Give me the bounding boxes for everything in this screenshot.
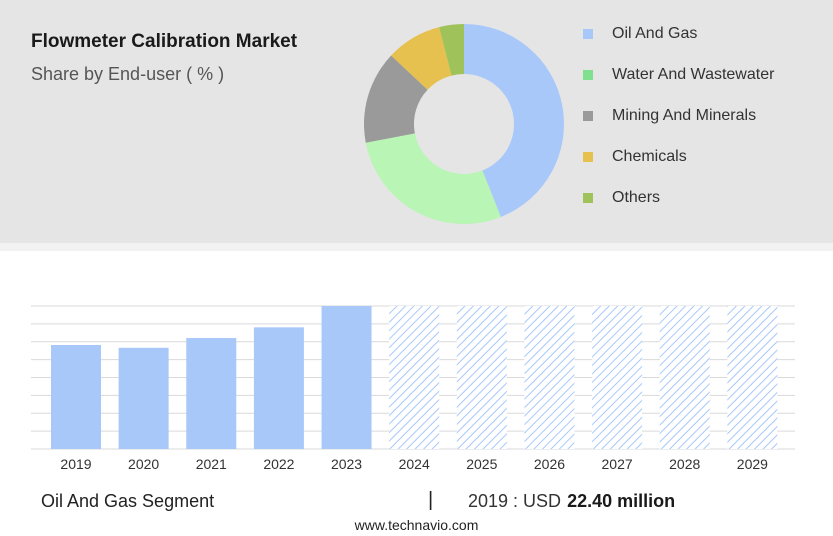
- forecast-bar-2029: [727, 306, 778, 449]
- bar-2022: [253, 327, 304, 449]
- forecast-bar-2027: [592, 306, 643, 449]
- legend-swatch: [583, 110, 593, 121]
- x-tick-label: 2027: [602, 456, 633, 472]
- x-tick-label: 2029: [737, 456, 768, 472]
- x-tick-label: 2019: [60, 456, 91, 472]
- website-link[interactable]: www.technavio.com: [354, 517, 479, 533]
- donut-slice-others: [439, 24, 464, 76]
- legend-item-oil-and-gas: Oil And Gas: [583, 13, 774, 54]
- legend-item-water-and-wastewater: Water And Wastewater: [583, 54, 774, 95]
- forecast-bar-2026: [524, 306, 575, 449]
- legend-label: Others: [612, 188, 661, 206]
- chart-title: Flowmeter Calibration Market: [31, 31, 298, 52]
- legend-label: Mining And Minerals: [612, 106, 757, 124]
- legend-label: Oil And Gas: [612, 24, 698, 42]
- legend-swatch: [583, 151, 593, 162]
- footer-separator: |: [428, 489, 434, 511]
- x-tick-label: 2026: [534, 456, 565, 472]
- legend-item-mining-and-minerals: Mining And Minerals: [583, 95, 774, 136]
- forecast-bar-2028: [659, 306, 710, 449]
- bar-2020: [118, 347, 169, 449]
- segment-value: 2019 : USD 22.40 million: [468, 491, 675, 512]
- donut-slice-water-and-wastewater: [365, 133, 501, 224]
- donut-slice-mining-and-minerals: [364, 55, 428, 143]
- legend: Oil And Gas Water And Wastewater Mining …: [583, 13, 774, 218]
- chart-subtitle: Share by End-user ( % ): [31, 64, 225, 84]
- x-tick-label: 2028: [669, 456, 700, 472]
- x-tick-label: 2020: [128, 456, 159, 472]
- donut-slice-chemicals: [391, 27, 452, 90]
- bar-2019: [51, 345, 101, 449]
- value-amount: 22.40 million: [567, 491, 676, 511]
- legend-label: Water And Wastewater: [612, 65, 775, 83]
- forecast-bar-2024: [389, 306, 440, 449]
- x-tick-label: 2022: [263, 456, 294, 472]
- donut-chart: [364, 24, 564, 224]
- legend-swatch: [583, 28, 593, 39]
- bar-chart: 2019 2020 2021 2022 2023 2024 2025 2026 2027 2028…: [31, 305, 795, 472]
- legend-swatch: [583, 192, 593, 203]
- value-year: 2019 : USD: [468, 491, 562, 511]
- x-tick-label: 2021: [196, 456, 227, 472]
- x-tick-label: 2025: [466, 456, 497, 472]
- legend-item-chemicals: Chemicals: [583, 136, 774, 177]
- legend-label: Chemicals: [612, 147, 687, 165]
- x-tick-label: 2023: [331, 456, 362, 472]
- donut-slice-oil-and-gas: [464, 24, 564, 217]
- divider-band: [0, 243, 833, 251]
- bar-2021: [186, 338, 237, 449]
- bar-2023: [321, 306, 372, 449]
- legend-item-others: Others: [583, 177, 774, 218]
- x-tick-label: 2024: [399, 456, 430, 472]
- segment-label: Oil And Gas Segment: [41, 491, 215, 511]
- forecast-bar-2025: [456, 306, 507, 449]
- legend-swatch: [583, 69, 593, 80]
